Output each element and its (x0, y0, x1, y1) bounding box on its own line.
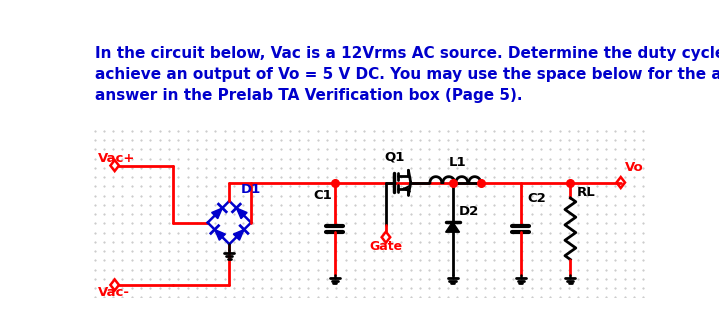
Text: Q1: Q1 (385, 151, 405, 164)
Text: L1: L1 (449, 156, 467, 169)
Text: Vac-: Vac- (98, 287, 129, 300)
Polygon shape (215, 229, 226, 240)
Text: answer in the Prelab TA Verification box (Page 5).: answer in the Prelab TA Verification box… (96, 88, 523, 103)
Polygon shape (237, 208, 247, 219)
Text: Vac+: Vac+ (98, 152, 135, 165)
Text: D1: D1 (241, 183, 261, 196)
Text: achieve an output of Vo = 5 V DC. You may use the space below for the analysis, : achieve an output of Vo = 5 V DC. You ma… (96, 67, 719, 82)
Polygon shape (234, 229, 244, 240)
Polygon shape (211, 208, 222, 219)
Text: Vo: Vo (625, 161, 644, 174)
Text: D2: D2 (459, 205, 479, 218)
Text: In the circuit below, Vac is a 12Vrms AC source. Determine the duty cycle for th: In the circuit below, Vac is a 12Vrms AC… (96, 46, 719, 61)
Text: Gate: Gate (370, 240, 403, 253)
Text: C1: C1 (313, 189, 332, 202)
Polygon shape (446, 222, 459, 232)
Text: C2: C2 (527, 192, 546, 205)
Text: RL: RL (577, 186, 595, 199)
